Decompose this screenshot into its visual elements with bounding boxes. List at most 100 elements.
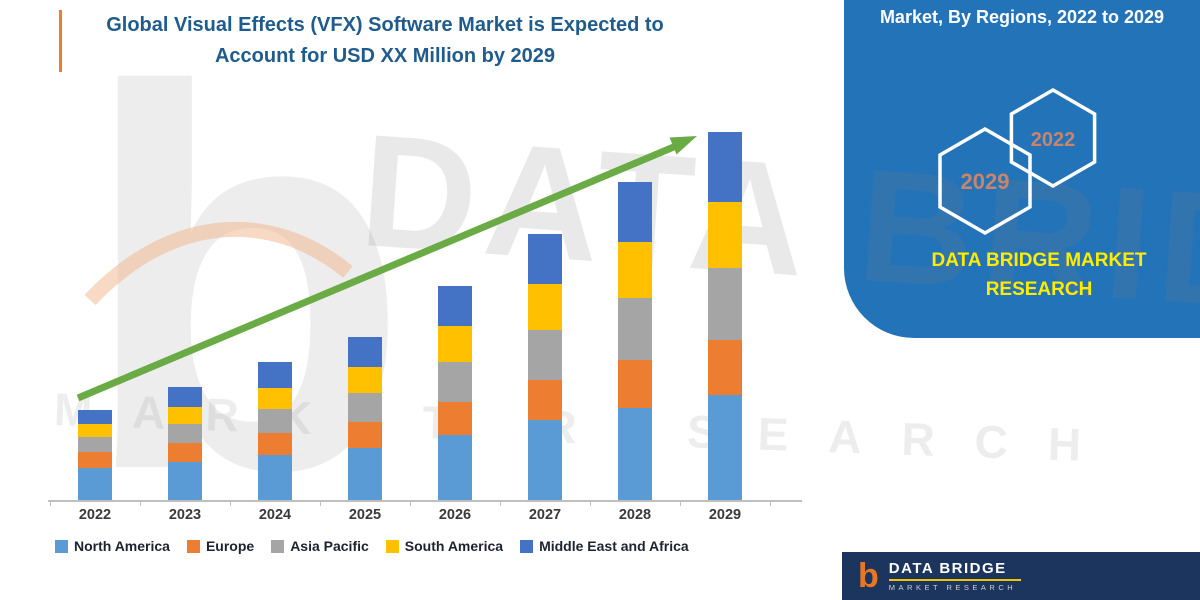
bar-segment-south-america-2025 <box>348 367 382 393</box>
bar-segment-europe-2027 <box>528 380 562 420</box>
bar-2023 <box>168 387 202 500</box>
axis-tick <box>500 502 501 506</box>
bar-segment-asia-pacific-2028 <box>618 298 652 360</box>
bar-segment-north-america-2028 <box>618 408 652 500</box>
bar-2027 <box>528 234 562 500</box>
bar-2028 <box>618 182 652 500</box>
legend-item-europe: Europe <box>186 538 255 554</box>
bar-segment-asia-pacific-2027 <box>528 330 562 380</box>
bar-segment-north-america-2025 <box>348 448 382 500</box>
x-axis-line <box>48 500 802 506</box>
footer-brand-sub: MARKET RESEARCH <box>888 583 1017 592</box>
bar-segment-north-america-2027 <box>528 420 562 500</box>
bar-segment-middle-east-and-africa-2023 <box>168 387 202 407</box>
x-tick-label-2024: 2024 <box>258 507 292 523</box>
bar-2022 <box>78 410 112 500</box>
bar-segment-europe-2029 <box>708 340 742 395</box>
legend-item-middle-east-and-africa: Middle East and Africa <box>520 538 689 554</box>
legend-label-asia-pacific: Asia Pacific <box>290 538 369 554</box>
bar-segment-south-america-2028 <box>618 242 652 298</box>
legend-label-europe: Europe <box>205 538 255 554</box>
x-tick-label-2022: 2022 <box>78 507 112 523</box>
bar-segment-asia-pacific-2022 <box>78 437 112 452</box>
bar-segment-middle-east-and-africa-2022 <box>78 410 112 424</box>
bar-segment-middle-east-and-africa-2027 <box>528 234 562 284</box>
axis-tick <box>410 502 411 506</box>
panel-header: Market, By Regions, 2022 to 2029 <box>879 7 1165 27</box>
bar-segment-asia-pacific-2025 <box>348 393 382 422</box>
x-tick-label-2025: 2025 <box>348 507 382 523</box>
footer-logo-box: b DATA BRIDGE MARKET RESEARCH <box>842 552 1200 600</box>
x-tick-label-2026: 2026 <box>438 507 472 523</box>
bar-segment-europe-2026 <box>438 402 472 435</box>
bar-segment-middle-east-and-africa-2024 <box>258 362 292 388</box>
panel-tagline-line1: DATA BRIDGE MARKET <box>931 250 1147 271</box>
bar-segment-north-america-2022 <box>78 468 112 500</box>
bar-segment-north-america-2023 <box>168 462 202 500</box>
axis-tick <box>770 502 771 506</box>
bar-segment-asia-pacific-2029 <box>708 268 742 340</box>
legend-swatch-europe <box>186 539 200 553</box>
panel-tagline-line2: RESEARCH <box>985 279 1093 301</box>
legend: North America Europe Asia Pacific South Ame… <box>55 538 815 554</box>
bar-segment-south-america-2026 <box>438 326 472 362</box>
x-tick-label-2028: 2028 <box>618 507 652 523</box>
bar-segment-europe-2023 <box>168 443 202 462</box>
footer-brand-name: DATA BRIDGE <box>888 560 1007 577</box>
legend-swatch-asia-pacific <box>271 539 285 553</box>
x-tick-label-2023: 2023 <box>168 507 202 523</box>
footer-brand: DATA BRIDGE MARKET RESEARCH <box>888 560 1021 592</box>
bar-segment-north-america-2029 <box>708 395 742 500</box>
chart-title: Global Visual Effects (VFX) Software Mar… <box>75 10 695 72</box>
footer-logo-b-icon: b <box>858 557 879 595</box>
bar-segment-middle-east-and-africa-2026 <box>438 286 472 326</box>
chart-title-line2: Account for USD XX Million by 2029 <box>214 45 556 67</box>
legend-swatch-north-america <box>55 539 68 553</box>
x-tick-label-2029: 2029 <box>708 507 742 523</box>
legend-item-north-america: North America <box>55 538 170 554</box>
bar-segment-south-america-2027 <box>528 284 562 330</box>
bar-segment-middle-east-and-africa-2028 <box>618 182 652 242</box>
panel-tagline: DATA BRIDGE MARKET RESEARCH <box>844 246 1200 305</box>
legend-item-south-america: South America <box>385 538 504 554</box>
axis-tick <box>320 502 321 506</box>
legend-swatch-south-america <box>385 539 399 553</box>
bar-segment-europe-2022 <box>78 452 112 468</box>
bar-2025 <box>348 337 382 500</box>
bar-segment-asia-pacific-2023 <box>168 424 202 443</box>
bar-segment-south-america-2023 <box>168 407 202 424</box>
legend-item-asia-pacific: Asia Pacific <box>271 538 369 554</box>
bar-segment-asia-pacific-2024 <box>258 409 292 433</box>
bar-segment-europe-2028 <box>618 360 652 408</box>
legend-swatch-middle-east-and-africa <box>520 539 534 553</box>
bar-segment-middle-east-and-africa-2029 <box>708 132 742 202</box>
axis-tick <box>140 502 141 506</box>
bar-segment-europe-2025 <box>348 422 382 448</box>
bar-segment-middle-east-and-africa-2025 <box>348 337 382 367</box>
bar-2024 <box>258 362 292 500</box>
legend-label-south-america: South America <box>404 538 504 554</box>
bar-segment-north-america-2024 <box>258 455 292 500</box>
bar-segment-south-america-2029 <box>708 202 742 268</box>
legend-label-middle-east-and-africa: Middle East and Africa <box>539 538 689 554</box>
footer-brand-rule <box>888 579 1021 581</box>
axis-tick <box>50 502 51 506</box>
chart-title-line1: Global Visual Effects (VFX) Software Mar… <box>106 14 664 36</box>
bar-segment-europe-2024 <box>258 433 292 455</box>
bar-segment-asia-pacific-2026 <box>438 362 472 402</box>
bar-segment-south-america-2024 <box>258 388 292 409</box>
axis-tick <box>590 502 591 506</box>
bar-2026 <box>438 286 472 500</box>
x-tick-label-2027: 2027 <box>528 507 562 523</box>
title-accent-bar <box>59 10 62 72</box>
side-panel: Market, By Regions, 2022 to 2029 DATA BR… <box>844 0 1200 338</box>
axis-tick <box>680 502 681 506</box>
bar-segment-south-america-2022 <box>78 424 112 437</box>
legend-label-north-america: North America <box>74 538 170 554</box>
plot-area <box>50 90 770 500</box>
axis-tick <box>230 502 231 506</box>
bar-2029 <box>708 132 742 500</box>
x-axis-labels: 2022 2023 2024 2025 2026 2027 2028 2029 <box>50 507 770 527</box>
bar-segment-north-america-2026 <box>438 435 472 500</box>
